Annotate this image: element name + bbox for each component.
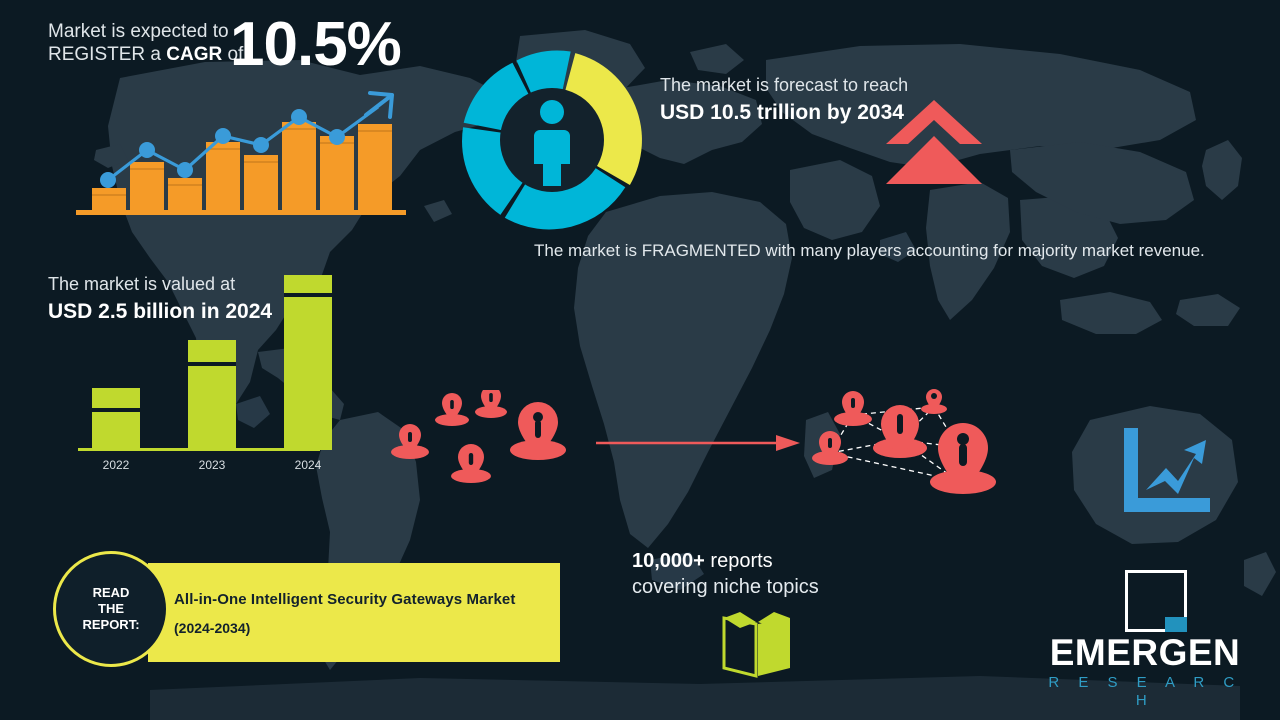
bar-label-2024: 2024 [294, 458, 322, 472]
report-banner[interactable]: All-in-One Intelligent Security Gateways… [148, 563, 560, 662]
market-value-bar-chart: 2022 2023 2024 [78, 275, 332, 472]
up-chevrons-icon [886, 100, 982, 184]
fragmented-market-text: The market is FRAGMENTED with many playe… [534, 241, 1205, 260]
cagr-line-1: Market is expected to [48, 21, 229, 42]
chart-bars [92, 122, 392, 210]
market-value-label: The market is valued at [48, 274, 236, 294]
forecast-label: The market is forecast to reach [660, 75, 909, 95]
logo-accent [1165, 617, 1187, 632]
forecast-value: USD 10.5 trillion by 2034 [660, 101, 904, 124]
bar-2023 [188, 340, 236, 450]
logo-name: EMERGEN [1049, 632, 1241, 673]
forecast-text-block: The market is forecast to reach USD 10.5… [660, 74, 910, 126]
bar-2022 [92, 388, 140, 450]
open-book-icon [722, 612, 790, 678]
report-title: All-in-One Intelligent Security Gateways… [174, 591, 516, 608]
connected-location-pin-network-icon [812, 389, 996, 494]
read-the-report-label: READ THE REPORT: [82, 585, 139, 633]
chart-baseline [76, 210, 406, 215]
reports-count-suffix: reports [704, 550, 773, 572]
market-value-text-block: The market is valued at USD 2.5 billion … [48, 273, 308, 325]
cagr-text-block: Market is expected to REGISTER a CAGR of [48, 20, 428, 66]
market-share-donut [462, 50, 642, 230]
reports-line-2: covering niche topics [632, 576, 819, 598]
read-line-1: READ [92, 585, 130, 600]
location-pin-cluster-icon [391, 390, 566, 483]
bar-2024-cap [284, 293, 332, 297]
report-period: (2024-2034) [174, 620, 251, 636]
reports-line-1: 10,000+ reports [632, 548, 892, 574]
cagr-value: 10.5% [230, 10, 402, 79]
emergen-research-logo: EMERGEN R E S E A R C H [1040, 570, 1250, 709]
square-bracket-logo-icon [1125, 570, 1187, 632]
growth-bar-line-chart [76, 91, 406, 215]
reports-count: 10,000+ [632, 550, 705, 572]
bar-chart-axis [78, 448, 320, 451]
bar-2024 [284, 275, 332, 450]
read-the-report-button[interactable]: READ THE REPORT: [53, 551, 169, 667]
cagr-keyword: CAGR [166, 44, 223, 65]
cagr-line-2-post: of [222, 44, 244, 65]
cagr-line-2-pre: REGISTER a [48, 44, 167, 65]
bar-label-2022: 2022 [102, 458, 130, 472]
logo-subtitle: R E S E A R C H [1048, 674, 1242, 709]
right-arrow-icon [596, 435, 800, 451]
cagr-line-2: REGISTER a CAGR of [48, 43, 428, 66]
bar-2023-cap [188, 362, 236, 366]
read-line-3: REPORT: [82, 617, 140, 632]
person-icon [534, 100, 570, 186]
reports-count-block: 10,000+ reports covering niche topics [632, 548, 892, 600]
chart-trend-arrow-icon [364, 91, 394, 119]
trend-up-chart-icon [1124, 428, 1210, 512]
chart-data-points [100, 109, 345, 188]
bar-2022-cap [92, 408, 140, 412]
market-value-amount: USD 2.5 billion in 2024 [48, 300, 273, 323]
read-line-2: THE [98, 601, 124, 616]
bar-label-2023: 2023 [198, 458, 226, 472]
